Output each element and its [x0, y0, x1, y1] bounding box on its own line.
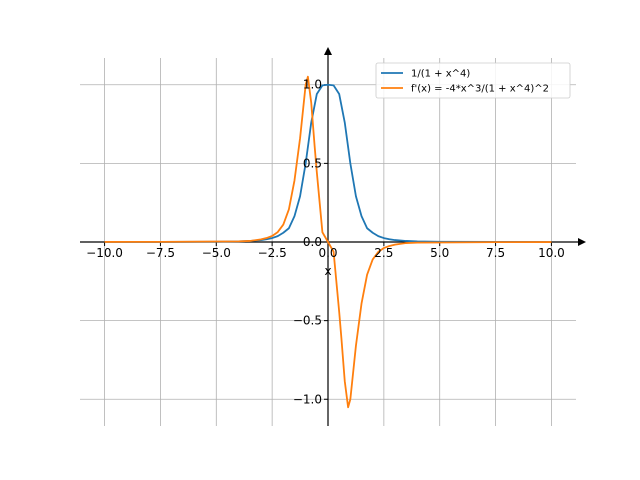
legend-label-1: f'(x) = -4*x^3/(1 + x^4)^2	[411, 84, 549, 95]
x-tick-label-7: 7.5	[486, 246, 505, 260]
x-tick-label-3: −2.5	[258, 246, 287, 260]
x-tick-label-6: 5.0	[430, 246, 449, 260]
axes	[80, 47, 586, 426]
series-line-0	[104, 83, 552, 243]
x-axis-arrow	[578, 238, 586, 246]
y-tick-label-0: −1.0	[293, 392, 322, 406]
legend-box	[375, 62, 571, 99]
tick-labels: −10.0 −7.5 −5.0 −2.5 0.0 2.5 5.0 7.5 10.0 −1.0 −0.…	[86, 78, 565, 407]
x-axis-label: x	[324, 264, 331, 278]
series-group	[104, 75, 552, 409]
legend: 1/(1 + x^4) f'(x) = -4*x^3/(1 + x^4)^2	[375, 62, 571, 99]
y-axis-arrow	[324, 47, 332, 55]
x-tick-label-2: −5.0	[202, 246, 231, 260]
series-line-1	[104, 75, 552, 409]
y-tick-label-4: 1.0	[303, 78, 322, 92]
x-tick-label-1: −7.5	[146, 246, 175, 260]
x-tick-label-0: −10.0	[86, 246, 123, 260]
x-tick-label-4: 0.0	[318, 246, 337, 260]
y-tick-label-1: −0.5	[293, 314, 322, 328]
x-tick-label-8: 10.0	[538, 246, 565, 260]
legend-label-0: 1/(1 + x^4)	[411, 69, 470, 80]
y-tick-label-3: 0.5	[303, 156, 322, 170]
y-tick-label-2: 0.0	[303, 235, 322, 249]
x-tick-label-5: 2.5	[374, 246, 393, 260]
